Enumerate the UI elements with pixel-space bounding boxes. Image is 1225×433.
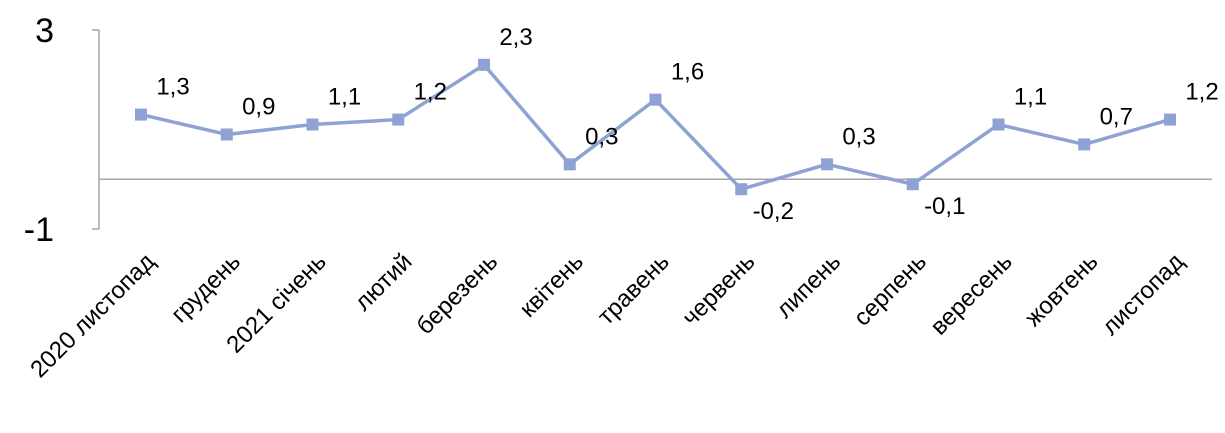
data-point-marker <box>649 93 662 106</box>
x-tick-label: лютий <box>349 248 417 316</box>
data-label: 2,3 <box>499 24 532 51</box>
data-point-marker <box>821 158 833 171</box>
data-point-marker <box>220 128 233 141</box>
x-tick-label: червень <box>677 248 760 331</box>
data-label: 0,9 <box>242 93 275 120</box>
x-tick-label: листопад <box>1097 248 1190 341</box>
data-label: 0,3 <box>585 123 618 150</box>
data-label: 1,3 <box>156 74 189 101</box>
x-tick-label: березень <box>411 248 503 340</box>
x-tick-label: грудень <box>166 248 246 328</box>
data-label: 1,1 <box>1014 84 1047 111</box>
data-label: -0,2 <box>753 198 794 225</box>
data-point-marker <box>1164 113 1176 126</box>
series-group: 1,3 0,9 1,1 1,2 2,3 0,3 1,6 -0,2 0,3 -0,1 1,1 0,7 1,… <box>135 24 1219 225</box>
data-point-marker <box>906 178 919 191</box>
data-point-marker <box>735 183 748 196</box>
data-label: 1,2 <box>1185 79 1218 106</box>
data-label: 1,2 <box>414 79 447 106</box>
data-label: 0,7 <box>1100 103 1133 130</box>
data-label: 1,6 <box>671 59 704 86</box>
y-tick-label-top: 3 <box>35 12 54 50</box>
data-point-marker <box>1078 138 1091 151</box>
x-tick-label: жовтень <box>1020 248 1104 332</box>
data-label: 1,1 <box>328 84 361 111</box>
data-point-marker <box>392 113 405 126</box>
x-tick-label: серпень <box>849 248 932 331</box>
x-tick-label: 2020 листопад <box>25 248 160 383</box>
x-tick-label: вересень <box>925 248 1017 340</box>
y-tick-label-bottom: -1 <box>24 211 54 249</box>
data-point-marker <box>306 118 319 131</box>
data-point-marker <box>135 108 147 121</box>
data-point-marker <box>992 118 1005 131</box>
data-point-marker <box>478 58 490 71</box>
axes: 3 -1 <box>24 12 1212 249</box>
x-tick-label: травень <box>593 248 675 330</box>
data-point-marker <box>563 158 576 171</box>
data-label: 0,3 <box>842 123 875 150</box>
data-label: -0,1 <box>924 193 965 220</box>
x-tick-label: квітень <box>514 248 589 323</box>
x-tick-label: липень <box>771 248 846 323</box>
